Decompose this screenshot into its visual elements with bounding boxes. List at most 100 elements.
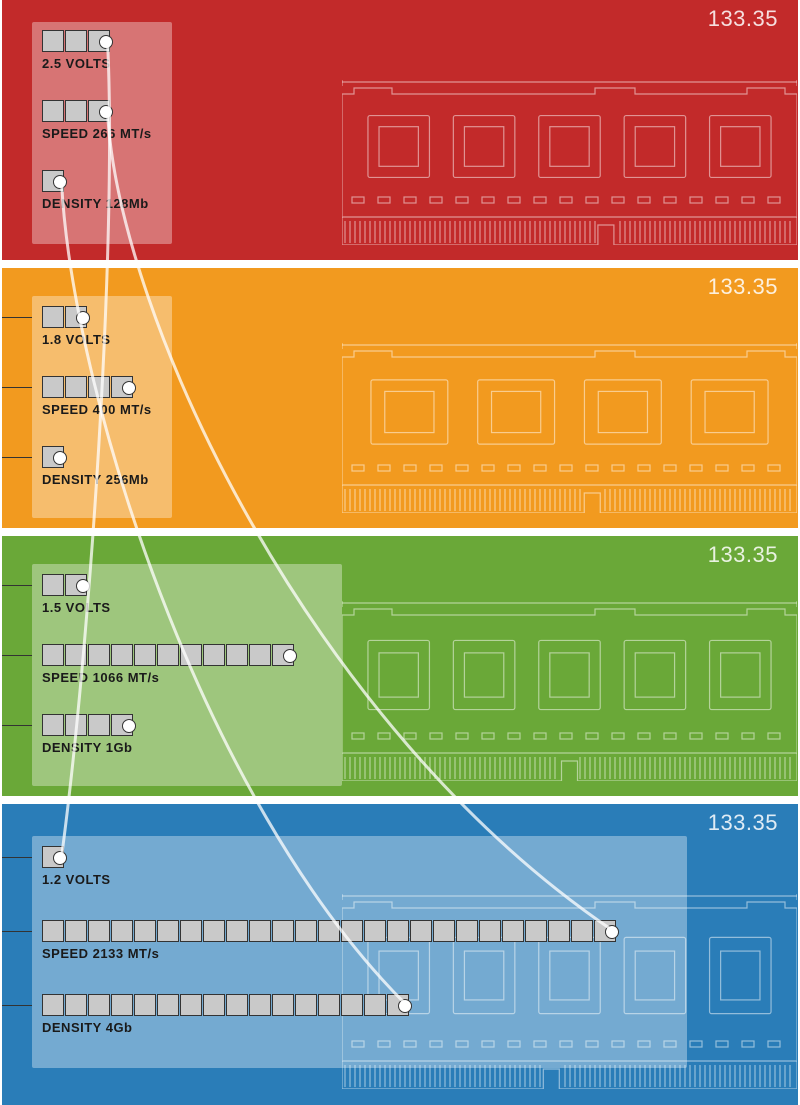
metric-label: DENSITY 128Mb: [42, 196, 798, 211]
block-icon: [65, 100, 87, 122]
block-end-marker-icon: [111, 714, 133, 736]
block-icon: [295, 994, 317, 1016]
block-bar: [42, 30, 798, 52]
block-bar: [42, 846, 798, 868]
block-icon: [42, 376, 64, 398]
band-ddr2: 133.351.8 VOLTSSPEED 400 MT/sDENSITY 256…: [2, 268, 798, 528]
tick-mark: [2, 655, 32, 656]
block-icon: [203, 920, 225, 942]
block-icon: [479, 920, 501, 942]
block-icon: [226, 644, 248, 666]
block-bar: [42, 574, 798, 596]
block-icon: [318, 920, 340, 942]
block-icon: [180, 994, 202, 1016]
block-end-marker-icon: [594, 920, 616, 942]
metric-speed: SPEED 266 MT/s: [32, 100, 798, 141]
block-icon: [341, 920, 363, 942]
tick-mark: [2, 387, 32, 388]
block-icon: [42, 644, 64, 666]
block-end-marker-icon: [88, 100, 110, 122]
block-icon: [88, 920, 110, 942]
block-icon: [180, 644, 202, 666]
metric-label: SPEED 400 MT/s: [42, 402, 798, 417]
block-icon: [65, 376, 87, 398]
block-end-marker-icon: [42, 170, 64, 192]
band-ddr4: 133.35 1.2 VOLTS SPEED 2133 MT/s DENSITY 4G…: [2, 804, 798, 1105]
block-icon: [272, 994, 294, 1016]
metric-label: DENSITY 1Gb: [42, 740, 798, 755]
metric-volts: 1.8 VOLTS: [32, 306, 798, 347]
tick-mark: [2, 931, 32, 932]
block-icon: [65, 644, 87, 666]
block-icon: [157, 994, 179, 1016]
block-icon: [134, 994, 156, 1016]
block-icon: [571, 920, 593, 942]
block-icon: [548, 920, 570, 942]
block-icon: [226, 994, 248, 1016]
block-icon: [295, 920, 317, 942]
tick-mark: [2, 317, 32, 318]
block-icon: [134, 644, 156, 666]
ram-module-illustration: [342, 343, 797, 513]
block-icon: [525, 920, 547, 942]
block-end-marker-icon: [387, 994, 409, 1016]
block-end-marker-icon: [42, 846, 64, 868]
block-icon: [180, 920, 202, 942]
block-icon: [249, 644, 271, 666]
metric-label: 1.8 VOLTS: [42, 332, 798, 347]
block-icon: [65, 30, 87, 52]
block-icon: [433, 920, 455, 942]
metric-label: 1.5 VOLTS: [42, 600, 798, 615]
block-bar: [42, 100, 798, 122]
block-icon: [111, 994, 133, 1016]
metric-density: DENSITY 1Gb: [32, 714, 798, 755]
metric-density: DENSITY 256Mb: [32, 446, 798, 487]
band-ddr1: 133.352.5 VOLTS SPEED 266 MT/s DENSITY 128…: [2, 0, 798, 260]
metric-density: DENSITY 128Mb: [32, 170, 798, 211]
block-icon: [134, 920, 156, 942]
block-icon: [226, 920, 248, 942]
block-icon: [249, 920, 271, 942]
tick-mark: [2, 857, 32, 858]
block-icon: [203, 994, 225, 1016]
tick-mark: [2, 725, 32, 726]
block-end-marker-icon: [111, 376, 133, 398]
block-icon: [42, 994, 64, 1016]
block-icon: [42, 30, 64, 52]
block-icon: [88, 644, 110, 666]
metric-speed: SPEED 1066 MT/s: [32, 644, 798, 685]
block-bar: [42, 376, 798, 398]
block-icon: [88, 714, 110, 736]
metric-label: 1.2 VOLTS: [42, 872, 798, 887]
metric-label: SPEED 2133 MT/s: [42, 946, 798, 961]
block-end-marker-icon: [88, 30, 110, 52]
band-ddr3: 133.35 1.5 VOLTS SPEED 1066 MT/s DENSITY 1G…: [2, 536, 798, 796]
block-icon: [65, 714, 87, 736]
block-icon: [203, 644, 225, 666]
metric-label: SPEED 1066 MT/s: [42, 670, 798, 685]
metric-volts: 2.5 VOLTS: [32, 30, 798, 71]
dimension-label: 133.35: [708, 810, 778, 836]
dimension-label: 133.35: [708, 542, 778, 568]
infographic-root: 133.352.5 VOLTSSPEED 266 MT/sDENSITY 128…: [0, 0, 800, 1105]
block-icon: [157, 644, 179, 666]
block-end-marker-icon: [42, 446, 64, 468]
block-bar: [42, 644, 798, 666]
block-bar: [42, 306, 798, 328]
metric-volts: 1.5 VOLTS: [32, 574, 798, 615]
block-icon: [42, 714, 64, 736]
tick-mark: [2, 1005, 32, 1006]
block-icon: [157, 920, 179, 942]
metric-label: DENSITY 256Mb: [42, 472, 798, 487]
block-end-marker-icon: [65, 574, 87, 596]
block-icon: [341, 994, 363, 1016]
tick-mark: [2, 457, 32, 458]
block-icon: [272, 920, 294, 942]
dimension-label: 133.35: [708, 6, 778, 32]
block-icon: [42, 574, 64, 596]
metric-density: DENSITY 4Gb: [32, 994, 798, 1035]
block-icon: [249, 994, 271, 1016]
block-icon: [502, 920, 524, 942]
metric-speed: SPEED 2133 MT/s: [32, 920, 798, 961]
block-icon: [364, 920, 386, 942]
